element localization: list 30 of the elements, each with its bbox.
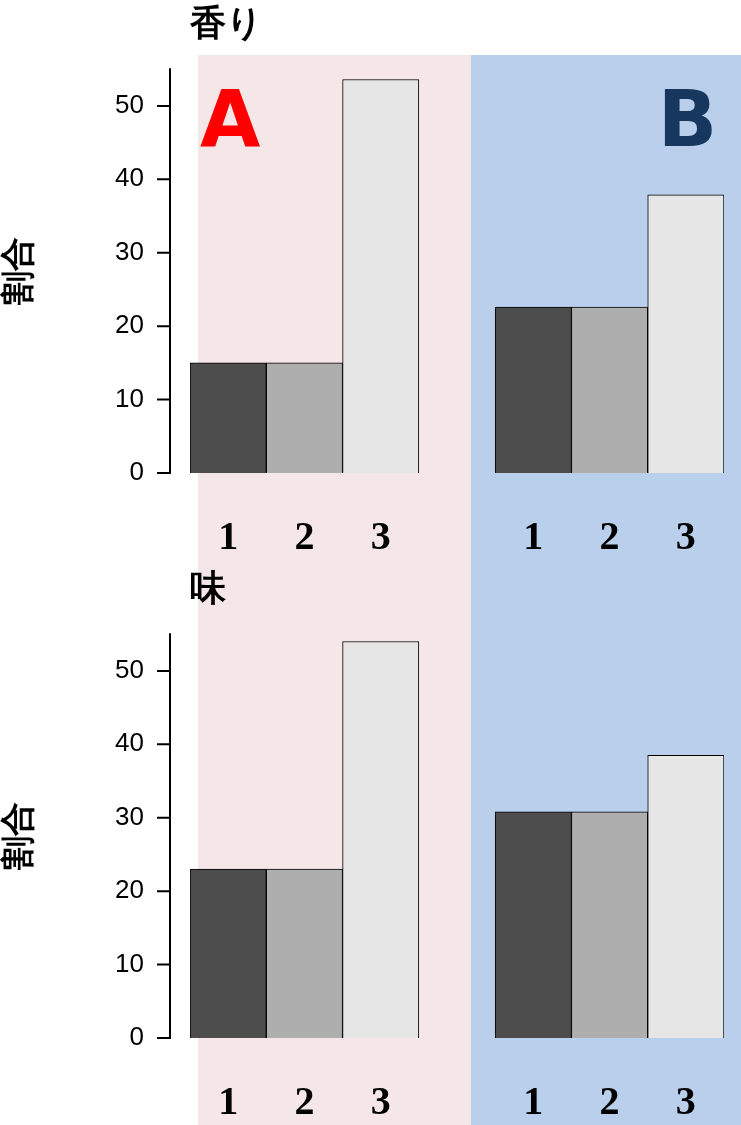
y-tick-label: 50 xyxy=(115,89,144,120)
x-tick-label: 2 xyxy=(294,1078,315,1124)
x-tick-label: 1 xyxy=(218,513,239,559)
y-tick-label: 0 xyxy=(129,1021,144,1052)
y-tick-label: 50 xyxy=(115,654,144,685)
x-tick-label: 2 xyxy=(599,513,620,559)
y-tick-label: 20 xyxy=(115,309,144,340)
x-tick-label: 1 xyxy=(523,513,544,559)
y-axis-title: 割合 xyxy=(0,237,38,307)
x-tick-label: 3 xyxy=(675,1078,696,1124)
x-tick-label: 3 xyxy=(675,513,696,559)
annotation: A xyxy=(200,74,261,165)
x-tick-label: 1 xyxy=(218,1078,239,1124)
y-tick-label: 20 xyxy=(115,874,144,905)
y-tick-label: 30 xyxy=(115,800,144,831)
y-tick-label: 40 xyxy=(115,162,144,193)
x-tick-label: 2 xyxy=(599,1078,620,1124)
y-tick-label: 10 xyxy=(115,947,144,978)
x-tick-label: 2 xyxy=(294,513,315,559)
chart-title: 香り xyxy=(189,1,263,43)
y-tick-label: 40 xyxy=(115,727,144,758)
annotation: B xyxy=(657,74,718,165)
x-tick-label: 3 xyxy=(370,1078,391,1124)
x-tick-label: 1 xyxy=(523,1078,544,1124)
y-tick-label: 0 xyxy=(129,456,144,487)
x-tick-label: 3 xyxy=(370,513,391,559)
y-tick-label: 30 xyxy=(115,235,144,266)
y-tick-label: 10 xyxy=(115,382,144,413)
chart-title: 味 xyxy=(190,566,227,608)
y-axis-title: 割合 xyxy=(0,802,38,872)
